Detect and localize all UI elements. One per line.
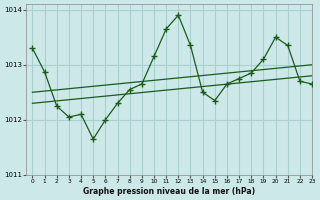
X-axis label: Graphe pression niveau de la mer (hPa): Graphe pression niveau de la mer (hPa) [83,187,255,196]
